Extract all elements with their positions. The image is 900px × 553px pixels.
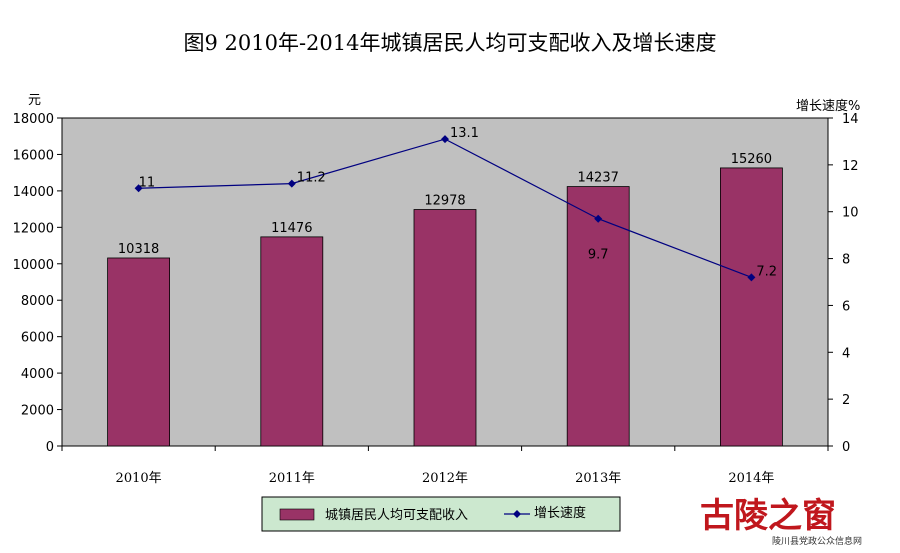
x-axis-tick-label: 2011年 [269,471,315,486]
legend-box [261,496,621,532]
right-axis-tick-label: 2 [842,393,850,408]
right-axis-tick-label: 12 [842,159,859,174]
left-axis-tick-label: 12000 [13,221,54,236]
bar-data-label: 11476 [271,221,312,236]
line-data-label: 7.2 [756,264,777,279]
bar [260,236,324,447]
line-data-label: 9.7 [588,248,609,263]
bar [720,167,783,447]
x-axis: 2010年 2011年 2012年 2013年 2014年 [61,446,829,486]
legend: 城镇居民人均可支配收入 增长速度 [261,496,621,532]
line-point [287,179,296,188]
line-data-label: 13.1 [450,126,479,141]
bar-series: 10318 11476 12978 14237 15260 [107,152,783,447]
right-axis: 0 2 4 6 8 10 12 14 [828,112,859,455]
bar [413,209,477,447]
line-point [594,214,603,223]
right-axis-tick-label: 0 [842,440,850,455]
line-point [441,135,449,144]
x-axis-tick-label: 2013年 [575,471,621,486]
bar-data-label: 12978 [424,194,465,209]
left-axis-tick-label: 2000 [21,404,54,419]
left-axis-tick-label: 10000 [13,258,54,273]
bar [107,257,170,447]
left-axis-tick-label: 18000 [13,112,54,127]
right-axis-tick-label: 4 [842,346,850,361]
right-axis-tick-label: 10 [842,206,859,221]
bar-data-label: 15260 [731,152,772,167]
watermark-site-name: 陵川县党政公众信息网 [772,535,862,547]
left-axis-tick-label: 16000 [13,148,54,163]
bar-data-label: 14237 [578,171,619,186]
line-point [747,273,756,282]
right-axis-tick-label: 6 [842,299,850,314]
legend-line-label: 增长速度 [534,505,586,521]
legend-bar-label: 城镇居民人均可支配收入 [325,508,468,523]
watermark-logo-text: 古陵之窗 [700,496,836,536]
right-axis-tick-label: 14 [842,112,859,127]
left-axis: 0 2000 4000 6000 8000 10000 12000 14000 16000 180… [13,112,62,455]
left-axis-tick-label: 14000 [13,185,54,200]
watermark: 古陵之窗 陵川县党政公众信息网 [700,496,862,547]
left-axis-tick-label: 0 [46,440,54,455]
left-axis-tick-label: 6000 [21,331,54,346]
bar [566,186,630,447]
x-axis-tick-label: 2010年 [116,471,162,486]
line-data-label: 11.2 [297,171,326,186]
left-axis-tick-label: 4000 [21,367,54,382]
left-axis-tick-label: 8000 [21,294,54,309]
right-axis-unit: 增长速度% [796,98,860,114]
x-axis-tick-label: 2012年 [422,471,468,486]
legend-line-marker [513,510,521,518]
chart-title: 图9 2010年-2014年城镇居民人均可支配收入及增长速度 [183,31,716,55]
left-axis-unit: 元 [28,93,41,108]
legend-bar-swatch [279,508,315,521]
line-data-label: 11 [139,175,156,190]
bar-data-label: 10318 [118,242,159,257]
x-axis-tick-label: 2014年 [728,471,774,486]
line-series: 11 11.2 13.1 9.7 7.2 [134,126,777,282]
right-axis-tick-label: 8 [842,253,850,268]
line-point [134,184,143,193]
